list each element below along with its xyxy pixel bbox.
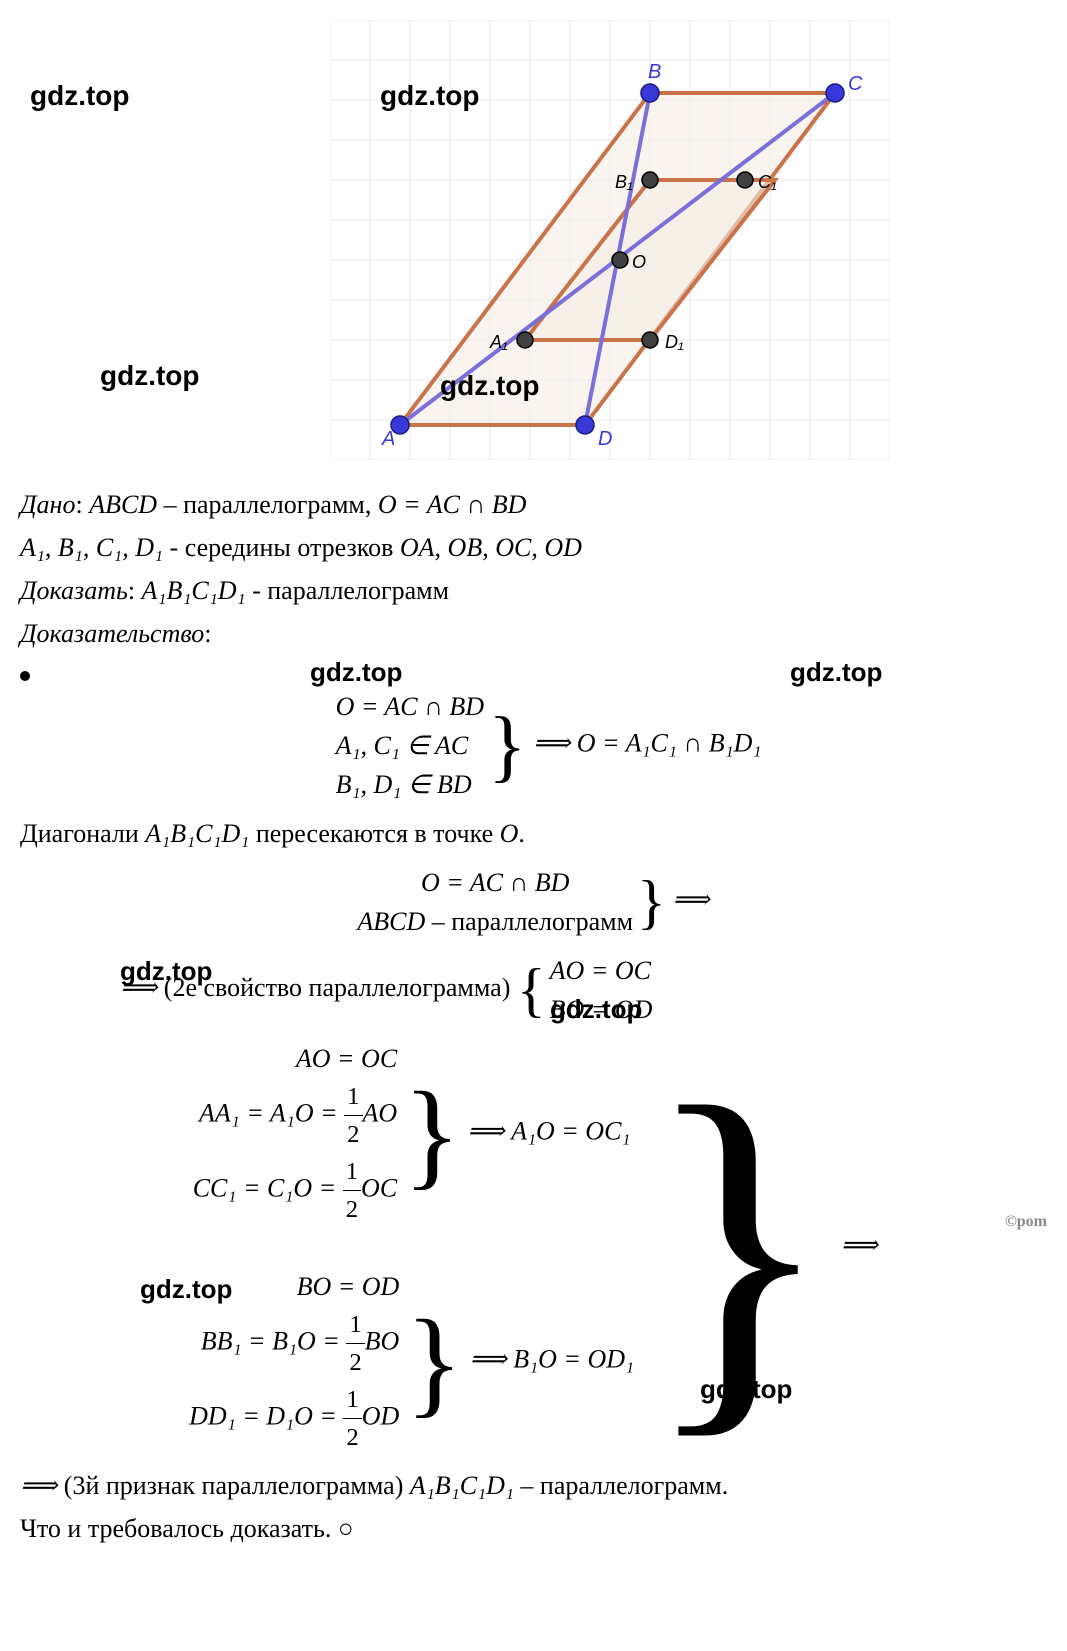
proof-step-2: O = AC ∩ BD ABCD – параллелограмм } ⟹ <box>20 863 1047 941</box>
svg-text:D₁: D₁ <box>665 332 684 352</box>
watermark: gdz.top <box>310 657 402 688</box>
svg-text:C₁: C₁ <box>758 172 777 192</box>
svg-text:O: O <box>632 252 646 272</box>
brace-icon: } <box>488 734 526 758</box>
diagram-svg: A B C D O A₁ B₁ C₁ D₁ <box>330 20 890 460</box>
copyright-text: ©pom <box>1005 1209 1047 1235</box>
svg-text:C: C <box>848 73 863 95</box>
given-label: Дано <box>20 490 75 519</box>
proof-step-2b: gdz.top gdz.top ⟹ (2е свойство параллело… <box>20 951 1047 1029</box>
bullet-icon <box>20 671 30 681</box>
conclusion-line: ⟹ (3й признак параллелограмма) A₁B₁C₁D₁ … <box>20 1466 1047 1505</box>
svg-text:A₁: A₁ <box>489 332 508 352</box>
brace-icon: } <box>403 1116 461 1152</box>
proof-step-1: gdz.top gdz.top O = AC ∩ BD A₁, C₁ ∈ AC … <box>20 657 1047 814</box>
brace-icon: } <box>637 893 666 911</box>
watermark: gdz.top <box>30 80 130 112</box>
watermark: gdz.top <box>790 657 882 688</box>
svg-text:D: D <box>598 428 612 450</box>
watermark: gdz.top <box>100 360 200 392</box>
given-line-1: Дано: ABCD – параллелограмм, O = AC ∩ BD <box>20 485 1047 524</box>
svg-text:B₁: B₁ <box>615 172 633 192</box>
qed-line: Что и требовалось доказать. ○ <box>20 1509 1047 1548</box>
given-line-2: A₁, B₁, C₁, D₁ - середины отрезков OA, O… <box>20 528 1047 567</box>
prove-line: Доказать: A₁B₁C₁D₁ - параллелограмм <box>20 571 1047 610</box>
geometry-diagram: gdz.top gdz.top ABCDOA₁B₁C₁D₁ <box>330 20 890 465</box>
prove-label: Доказать <box>20 576 128 605</box>
svg-text:A: A <box>381 428 395 450</box>
proof-step-3: gdz.top gdz.top ©pom AO = OC AA₁ = A₁O =… <box>20 1039 1047 1456</box>
svg-text:B: B <box>648 61 661 83</box>
brace-icon: } <box>642 1198 834 1298</box>
proof-label: Доказательство: <box>20 614 1047 653</box>
brace-icon: { <box>517 981 546 999</box>
brace-icon: } <box>405 1344 463 1380</box>
diagonals-text: Диагонали A₁B₁C₁D₁ пересекаются в точке … <box>20 814 1047 853</box>
